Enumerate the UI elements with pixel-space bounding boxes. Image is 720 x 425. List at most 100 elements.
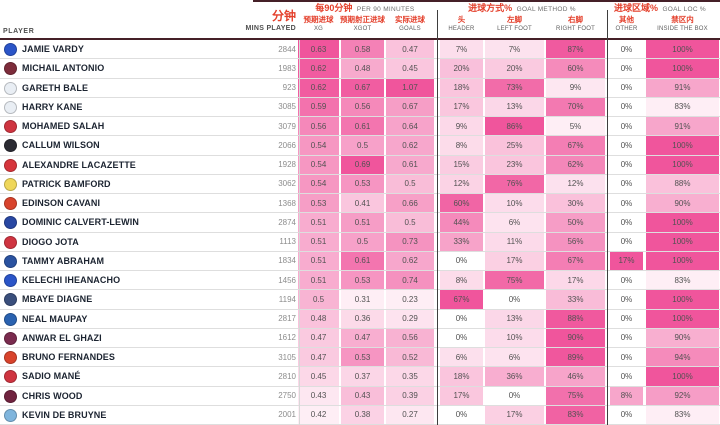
player-row[interactable]: PATRICK BAMFORD 3062 0.54 0.53 0.5 12% 76% 12% 0… bbox=[0, 174, 720, 194]
cell-inside-box: 90% bbox=[645, 328, 720, 347]
player-row[interactable]: ALEXANDRE LACAZETTE 1928 0.54 0.69 0.61 15% 23… bbox=[0, 155, 720, 175]
cell-goals: 0.27 bbox=[385, 405, 435, 424]
col-group-goal-method: 进球方式% GOAL METHOD % bbox=[437, 2, 607, 13]
cell-inside-box: 83% bbox=[645, 97, 720, 116]
cell-left-foot: 6% bbox=[484, 348, 545, 367]
col-header-xgot[interactable]: 预期射正进球 XGOT bbox=[340, 15, 385, 33]
player-name: HARRY KANE bbox=[22, 101, 83, 112]
col-header-en: XG bbox=[313, 26, 324, 32]
player-name: MOHAMED SALAH bbox=[22, 121, 105, 132]
player-row[interactable]: NEAL MAUPAY 2817 0.48 0.36 0.29 0% 13% 88% 0% 100… bbox=[0, 309, 720, 329]
col-header-other[interactable]: 其他 OTHER bbox=[609, 15, 644, 33]
col-header-header[interactable]: 头 HEADER bbox=[439, 15, 484, 33]
cell-right-foot: 87% bbox=[545, 40, 606, 59]
cell-left-foot: 10% bbox=[484, 194, 545, 213]
col-group-per-90: 每90分钟 PER 90 MINUTES bbox=[290, 2, 440, 13]
player-row[interactable]: MBAYE DIAGNE 1194 0.5 0.31 0.23 67% 0% 33% 0% 100… bbox=[0, 290, 720, 310]
player-row[interactable]: EDINSON CAVANI 1368 0.53 0.41 0.66 60% 10% 30% 0… bbox=[0, 194, 720, 214]
mins-played-value: 2066 bbox=[278, 140, 296, 150]
cell-other: 0% bbox=[609, 309, 644, 328]
player-row[interactable]: ANWAR EL GHAZI 1612 0.47 0.47 0.56 0% 10% 90% 0%… bbox=[0, 328, 720, 348]
col-header-right-foot[interactable]: 右脚 RIGHT FOOT bbox=[545, 15, 606, 33]
player-row[interactable]: SADIO MANÉ 2810 0.45 0.37 0.35 18% 36% 46% 0% 100… bbox=[0, 367, 720, 387]
cell-left-foot: 76% bbox=[484, 174, 545, 193]
table-header: 每90分钟 PER 90 MINUTES 进球方式% GOAL METHOD %… bbox=[0, 0, 720, 40]
col-header-cn: 左脚 bbox=[507, 15, 522, 24]
player-row[interactable]: CALLUM WILSON 2066 0.54 0.5 0.62 8% 25% 67% 0% 10… bbox=[0, 136, 720, 156]
cell-xg: 0.53 bbox=[297, 194, 340, 213]
cell-xg: 0.54 bbox=[297, 155, 340, 174]
cell-goals: 0.73 bbox=[385, 232, 435, 251]
mins-played-value: 2001 bbox=[278, 410, 296, 420]
cell-header: 8% bbox=[439, 271, 484, 290]
player-row[interactable]: DIOGO JOTA 1113 0.51 0.5 0.73 33% 11% 56% 0% 100% bbox=[0, 232, 720, 252]
cell-header: 33% bbox=[439, 232, 484, 251]
mins-played-value: 1612 bbox=[278, 333, 296, 343]
cell-xg: 0.51 bbox=[297, 271, 340, 290]
section-divider bbox=[607, 10, 608, 425]
club-badge-icon-tottenham bbox=[4, 81, 17, 95]
player-name: DIOGO JOTA bbox=[22, 236, 79, 247]
club-badge-icon-everton bbox=[4, 216, 17, 230]
cell-xg: 0.63 bbox=[297, 40, 340, 59]
player-row[interactable]: CHRIS WOOD 2750 0.43 0.43 0.39 17% 0% 75% 8% 92% bbox=[0, 386, 720, 406]
club-badge-icon-arsenal bbox=[4, 158, 17, 172]
cell-inside-box: 100% bbox=[645, 290, 720, 309]
cell-goals: 0.52 bbox=[385, 348, 435, 367]
player-row[interactable]: MOHAMED SALAH 3079 0.56 0.61 0.64 9% 86% 5% 0% 91… bbox=[0, 117, 720, 137]
player-name: GARETH BALE bbox=[22, 82, 89, 93]
col-header-inside-box[interactable]: 禁区内 INSIDE THE BOX bbox=[645, 15, 720, 33]
col-header-left-foot[interactable]: 左脚 LEFT FOOT bbox=[484, 15, 545, 33]
club-badge-icon-man-utd bbox=[4, 197, 17, 210]
club-badge-icon-brighton bbox=[4, 312, 17, 326]
cell-goals: 0.35 bbox=[385, 367, 435, 386]
cell-right-foot: 17% bbox=[545, 271, 606, 290]
col-header-cn: 头 bbox=[457, 15, 466, 24]
cell-xgot: 0.61 bbox=[340, 117, 385, 136]
club-badge-icon-newcastle bbox=[4, 139, 17, 153]
mins-played-value: 3079 bbox=[278, 121, 296, 131]
cell-other: 0% bbox=[609, 97, 644, 116]
cell-header: 18% bbox=[439, 367, 484, 386]
player-row[interactable]: TAMMY ABRAHAM 1834 0.51 0.61 0.62 0% 17% 67% 17%… bbox=[0, 251, 720, 271]
player-row[interactable]: MICHAIL ANTONIO 1983 0.62 0.48 0.45 20% 20% 60%… bbox=[0, 59, 720, 79]
player-row[interactable]: JAMIE VARDY 2844 0.63 0.58 0.47 7% 7% 87% 0% 100% bbox=[0, 40, 720, 60]
cell-xgot: 0.47 bbox=[340, 328, 385, 347]
player-row[interactable]: HARRY KANE 3085 0.59 0.56 0.67 17% 13% 70% 0% 83% bbox=[0, 97, 720, 117]
cell-right-foot: 62% bbox=[545, 155, 606, 174]
cell-other: 0% bbox=[609, 155, 644, 174]
cell-goals: 0.47 bbox=[385, 40, 435, 59]
col-header-mins[interactable]: 分钟 MINS PLAYED bbox=[225, 10, 297, 33]
col-header-player[interactable]: PLAYER bbox=[3, 28, 35, 35]
player-row[interactable]: GARETH BALE 923 0.62 0.67 1.07 18% 73% 9% 0% 91% bbox=[0, 78, 720, 98]
player-row[interactable]: KEVIN DE BRUYNE 2001 0.42 0.38 0.27 0% 17% 83% 0… bbox=[0, 405, 720, 425]
cell-inside-box: 94% bbox=[645, 348, 720, 367]
mins-played-value: 2810 bbox=[278, 371, 296, 381]
cell-xgot: 0.67 bbox=[340, 78, 385, 97]
club-badge-icon-leeds bbox=[4, 177, 17, 191]
player-row[interactable]: KELECHI IHEANACHO 1456 0.51 0.53 0.74 8% 75% 17… bbox=[0, 271, 720, 291]
player-row[interactable]: DOMINIC CALVERT-LEWIN 2874 0.51 0.51 0.5 44% 6… bbox=[0, 213, 720, 233]
col-header-xg[interactable]: 预期进球 XG bbox=[297, 15, 340, 33]
player-row[interactable]: BRUNO FERNANDES 3105 0.47 0.53 0.52 6% 6% 89% 0%… bbox=[0, 348, 720, 368]
cell-left-foot: 25% bbox=[484, 136, 545, 155]
cell-right-foot: 90% bbox=[545, 328, 606, 347]
cell-header: 15% bbox=[439, 155, 484, 174]
cell-inside-box: 100% bbox=[645, 251, 720, 270]
cell-left-foot: 23% bbox=[484, 155, 545, 174]
cell-right-foot: 88% bbox=[545, 309, 606, 328]
cell-inside-box: 83% bbox=[645, 405, 720, 424]
col-header-en: INSIDE THE BOX bbox=[657, 26, 708, 32]
cell-goals: 0.74 bbox=[385, 271, 435, 290]
cell-inside-box: 100% bbox=[645, 232, 720, 251]
col-header-en: XGOT bbox=[353, 26, 372, 32]
cell-xgot: 0.53 bbox=[340, 271, 385, 290]
cell-right-foot: 89% bbox=[545, 348, 606, 367]
club-badge-icon-aston-villa bbox=[4, 331, 17, 345]
cell-right-foot: 60% bbox=[545, 59, 606, 78]
cell-right-foot: 46% bbox=[545, 367, 606, 386]
cell-left-foot: 86% bbox=[484, 117, 545, 136]
cell-other: 0% bbox=[609, 213, 644, 232]
col-header-goals[interactable]: 实际进球 GOALS bbox=[385, 15, 435, 33]
cell-xgot: 0.48 bbox=[340, 59, 385, 78]
